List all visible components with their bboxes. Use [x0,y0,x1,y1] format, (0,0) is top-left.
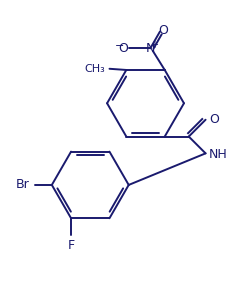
Text: +: + [150,40,158,50]
Text: Br: Br [15,178,29,191]
Text: −: − [114,41,124,51]
Text: O: O [118,42,128,55]
Text: NH: NH [209,148,227,161]
Text: CH₃: CH₃ [84,64,105,74]
Text: O: O [159,24,168,37]
Text: N: N [146,42,155,55]
Text: F: F [68,239,75,252]
Text: O: O [209,113,219,125]
